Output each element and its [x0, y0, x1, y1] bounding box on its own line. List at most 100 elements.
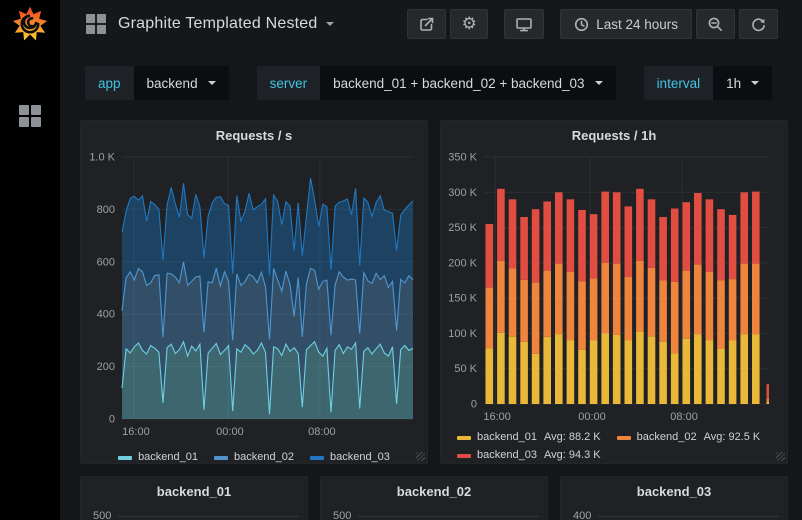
- requests-per-second-chart[interactable]: 0 200 400 600 800 1.0 K 16:00 00:00 08:00: [81, 149, 427, 448]
- variable-interval-label: interval: [643, 66, 714, 100]
- mini-axis: 500: [93, 510, 299, 520]
- legend-series-name: backend_02: [636, 431, 697, 443]
- variable-app-value: backend: [146, 75, 198, 91]
- chevron-down-icon: [751, 81, 760, 85]
- panel-requests-per-second: Requests / s 0 200 400 600 800 1.0 K 16:00 00:0…: [80, 120, 428, 464]
- variable-app-value-dropdown[interactable]: backend: [133, 66, 229, 100]
- refresh-icon: [752, 17, 765, 31]
- svg-text:0: 0: [109, 414, 115, 426]
- variable-server-value-dropdown[interactable]: backend_01 + backend_02 + backend_03: [320, 66, 616, 100]
- panel-backend-01: backend_01 500: [80, 476, 308, 520]
- zoom-out-icon: [708, 17, 722, 31]
- legend-swatch: [457, 453, 471, 458]
- svg-text:08:00: 08:00: [670, 411, 698, 423]
- legend-avg-value: Avg: 88.2 K: [543, 431, 601, 443]
- dashboard-title-dropdown[interactable]: Graphite Templated Nested: [118, 15, 335, 33]
- svg-text:50 K: 50 K: [454, 363, 477, 375]
- legend-series-name: backend_02: [234, 451, 294, 463]
- zoom-out-button[interactable]: [696, 9, 735, 39]
- variable-server: server backend_01 + backend_02 + backend…: [256, 66, 616, 100]
- chevron-down-icon: [207, 81, 216, 85]
- grafana-logo[interactable]: [11, 5, 49, 43]
- sidebar: [0, 0, 60, 520]
- variable-interval-value: 1h: [726, 75, 742, 91]
- variable-server-label: server: [256, 66, 321, 100]
- legend-series-name: backend_03: [477, 449, 537, 461]
- dashboards-grid-icon[interactable]: [19, 105, 41, 127]
- svg-text:800: 800: [97, 204, 115, 216]
- panel-title: Requests / 1h: [571, 127, 657, 143]
- gridline: [118, 515, 299, 517]
- legend-item-backend_02[interactable]: backend_02: [214, 449, 294, 463]
- y-axis-label: 500: [333, 510, 352, 520]
- svg-text:250 K: 250 K: [448, 222, 477, 234]
- legend-swatch: [309, 455, 324, 460]
- svg-text:300 K: 300 K: [448, 187, 477, 199]
- legend-swatch: [457, 435, 471, 440]
- svg-text:350 K: 350 K: [448, 152, 477, 164]
- dashboard-title: Graphite Templated Nested: [118, 15, 318, 32]
- chart-legend: backend_01 backend_02 backend_03: [81, 448, 427, 463]
- panel-header[interactable]: Requests / s: [81, 121, 427, 149]
- svg-text:150 K: 150 K: [448, 293, 477, 305]
- variable-interval: interval 1h: [643, 66, 773, 100]
- time-range-picker[interactable]: Last 24 hours: [560, 9, 692, 39]
- cycle-view-button[interactable]: [504, 9, 545, 39]
- panel-header[interactable]: backend_03: [561, 477, 787, 505]
- legend-swatch: [118, 455, 133, 460]
- legend-swatch: [616, 435, 631, 440]
- share-icon: [420, 17, 434, 31]
- tv-icon: [516, 17, 532, 31]
- template-variables-row: app backend server backend_01 + backend_…: [60, 48, 802, 100]
- settings-button[interactable]: ⚙: [450, 9, 489, 39]
- y-axis-label: 500: [93, 510, 112, 520]
- time-range-label: Last 24 hours: [596, 16, 678, 32]
- mini-axis: 400: [573, 510, 779, 520]
- variable-app: app backend: [85, 66, 229, 100]
- chevron-down-icon: [326, 22, 335, 26]
- svg-text:16:00: 16:00: [122, 426, 150, 438]
- panel-row-main: Requests / s 0 200 400 600 800 1.0 K 16:00 00:0…: [80, 120, 788, 464]
- svg-text:00:00: 00:00: [216, 426, 244, 438]
- panel-backend-02: backend_02 500: [320, 476, 548, 520]
- dashboard-grid-icon[interactable]: [86, 14, 106, 34]
- navbar-actions: ⚙ Last 24 hours: [407, 9, 778, 39]
- share-button[interactable]: [407, 9, 447, 39]
- legend-avg-value: Avg: 92.5 K: [703, 431, 761, 443]
- panel-title: Requests / s: [215, 127, 293, 143]
- variable-server-value: backend_01 + backend_02 + backend_03: [333, 75, 585, 91]
- legend-item-backend_01[interactable]: backend_01: [118, 449, 199, 463]
- panel-backend-03: backend_03 400: [560, 476, 788, 520]
- panel-header[interactable]: Requests / 1h: [441, 121, 787, 149]
- panel-header[interactable]: backend_02: [321, 477, 547, 505]
- panel-header[interactable]: backend_01: [81, 477, 307, 505]
- legend-series-name: backend_01: [477, 431, 537, 443]
- legend-item-backend_03[interactable]: backend_03 Avg: 94.3 K: [457, 447, 601, 463]
- svg-text:400: 400: [97, 309, 115, 321]
- legend-series-name: backend_03: [329, 451, 390, 463]
- navbar: Graphite Templated Nested ⚙ Last 24 hour…: [60, 0, 802, 48]
- requests-per-hour-chart[interactable]: 0 50 K 100 K 150 K 200 K 250 K 300 K 350 K 16:00…: [441, 149, 787, 428]
- gear-icon: ⚙: [461, 13, 477, 34]
- svg-text:08:00: 08:00: [308, 426, 336, 438]
- svg-text:1.0 K: 1.0 K: [89, 152, 115, 164]
- refresh-button[interactable]: [739, 9, 778, 39]
- chart-legend: backend_01 Avg: 88.2 K backend_02 Avg: 92.5…: [441, 428, 787, 463]
- panel-requests-per-hour: Requests / 1h 0 50 K 100 K 150 K 200 K 250 K 3…: [440, 120, 788, 464]
- legend-item-backend_02[interactable]: backend_02 Avg: 92.5 K: [616, 429, 761, 446]
- svg-text:0: 0: [471, 399, 477, 411]
- variable-interval-value-dropdown[interactable]: 1h: [713, 66, 773, 100]
- legend-series-name: backend_01: [138, 451, 199, 463]
- legend-avg-value: Avg: 94.3 K: [543, 449, 601, 461]
- legend-item-backend_01[interactable]: backend_01 Avg: 88.2 K: [457, 429, 601, 446]
- panel-title: backend_03: [636, 483, 712, 499]
- gridline: [598, 515, 779, 517]
- legend-item-backend_03[interactable]: backend_03: [309, 449, 390, 463]
- panel-resize-handle[interactable]: [416, 452, 425, 461]
- panel-row-bottom: backend_01 500 backend_02 500 backend_03…: [80, 476, 788, 520]
- panel-resize-handle[interactable]: [776, 452, 785, 461]
- panel-title: backend_02: [396, 483, 472, 499]
- svg-text:100 K: 100 K: [448, 328, 477, 340]
- variable-app-label: app: [85, 66, 134, 100]
- svg-text:00:00: 00:00: [578, 411, 606, 423]
